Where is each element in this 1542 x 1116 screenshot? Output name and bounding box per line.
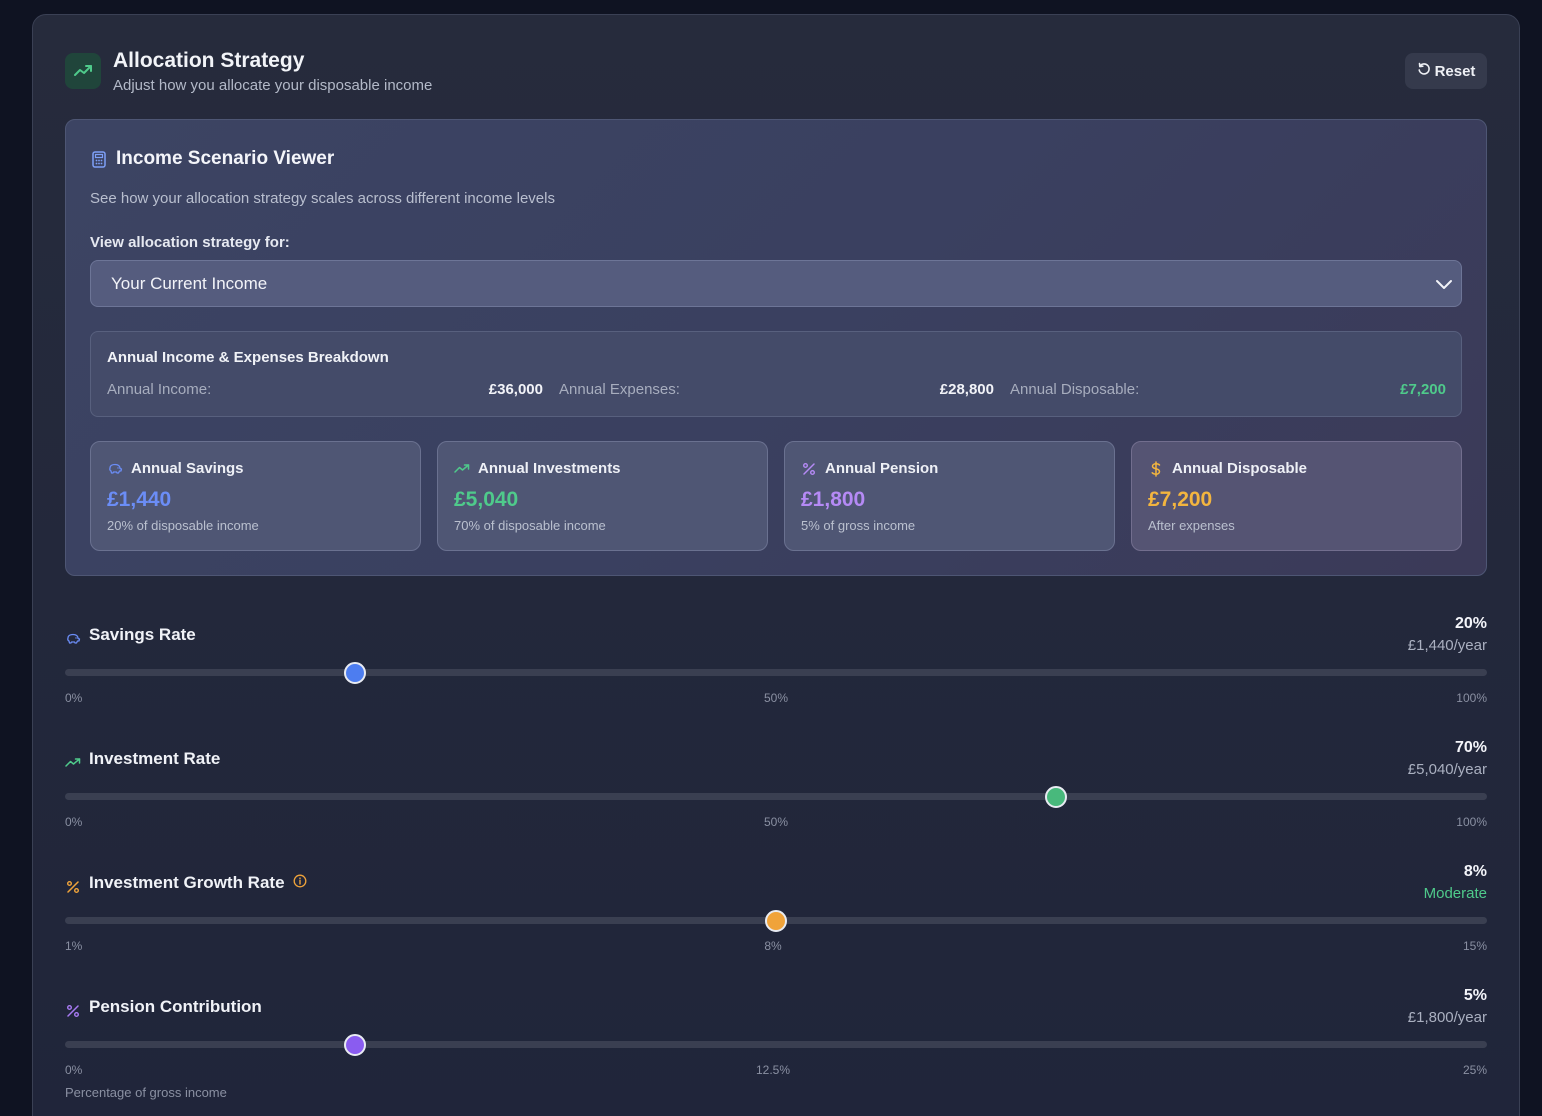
tick-max: 15%: [1462, 939, 1487, 953]
scenario-title: Income Scenario Viewer: [116, 148, 335, 169]
calculator-icon: [92, 151, 106, 173]
card-subtitle: After expenses: [1148, 518, 1235, 533]
slider-title-text: Savings Rate: [89, 625, 196, 644]
savings-rate-title: Savings Rate: [89, 625, 196, 645]
card-title: Annual Disposable: [1172, 460, 1308, 477]
tick-max: 100%: [1456, 815, 1487, 829]
tick-mid: 8%: [764, 939, 782, 953]
tick-mid: 12.5%: [755, 1063, 791, 1077]
dollar-icon: [1148, 461, 1164, 482]
tick-mid: 50%: [763, 691, 789, 705]
card-title: Annual Investments: [478, 460, 621, 477]
scenario-select-label: View allocation strategy for:: [90, 234, 290, 251]
annual-disposable-label: Annual Disposable:: [1010, 381, 1140, 398]
percent-icon: [801, 461, 817, 482]
annual-investments-card: Annual Investments £5,040 70% of disposa…: [437, 441, 768, 551]
tick-max: 25%: [1462, 1063, 1487, 1077]
investment-rate-thumb[interactable]: [1045, 786, 1068, 808]
tick-min: 1%: [65, 939, 83, 953]
pension-contribution-title: Pension Contribution: [89, 997, 262, 1017]
investment-rate-amount: £5,040/year: [1407, 761, 1487, 778]
piggy-bank-icon: [65, 631, 81, 652]
investment-rate-value: 70%: [1454, 739, 1487, 756]
annual-pension-card: Annual Pension £1,800 5% of gross income: [784, 441, 1115, 551]
card-subtitle: 70% of disposable income: [454, 518, 606, 533]
slider-title-text: Investment Growth Rate: [89, 873, 285, 892]
allocation-strategy-panel: Allocation Strategy Adjust how you alloc…: [32, 14, 1520, 1116]
card-value: £1,440: [107, 488, 172, 511]
annual-income-label: Annual Income:: [107, 381, 212, 398]
annual-savings-card: Annual Savings £1,440 20% of disposable …: [90, 441, 421, 551]
pension-contribution-value: 5%: [1463, 987, 1487, 1004]
annual-disposable-card: Annual Disposable £7,200 After expenses: [1131, 441, 1462, 551]
card-value: £7,200: [1148, 488, 1213, 511]
tick-mid: 50%: [763, 815, 789, 829]
card-subtitle: 5% of gross income: [801, 518, 916, 533]
investment-rate-slider-block: Investment Rate 70% £5,040/year 0% 50% 1…: [65, 739, 1487, 855]
percent-icon: [65, 879, 81, 900]
growth-rate-level: Moderate: [1423, 885, 1487, 902]
growth-rate-slider-block: Investment Growth Rate 8% Moderate 1% 8%…: [65, 863, 1487, 979]
page-subtitle: Adjust how you allocate your disposable …: [113, 77, 433, 94]
investment-rate-title: Investment Rate: [89, 749, 220, 769]
annual-expenses-value: £28,800: [939, 381, 994, 398]
tick-min: 0%: [65, 691, 83, 705]
reset-label: Reset: [1434, 62, 1476, 80]
savings-rate-slider-block: Savings Rate 20% £1,440/year 0% 50% 100%: [65, 615, 1487, 731]
card-value: £5,040: [454, 488, 519, 511]
slider-title-text: Pension Contribution: [89, 997, 262, 1016]
annual-disposable-value: £7,200: [1400, 381, 1446, 398]
card-subtitle: 20% of disposable income: [107, 518, 259, 533]
tick-max: 100%: [1456, 691, 1487, 705]
savings-rate-amount: £1,440/year: [1407, 637, 1487, 654]
pension-contribution-slider-block: Pension Contribution 5% £1,800/year 0% 1…: [65, 987, 1487, 1116]
slider-title-text: Investment Rate: [89, 749, 221, 768]
pension-contribution-track[interactable]: [65, 1041, 1487, 1048]
savings-rate-thumb[interactable]: [344, 662, 367, 684]
savings-rate-track[interactable]: [65, 669, 1487, 676]
card-value: £1,800: [801, 488, 866, 511]
pension-footnote: Percentage of gross income: [65, 1085, 227, 1100]
annual-expenses-label: Annual Expenses:: [559, 381, 680, 398]
growth-rate-thumb[interactable]: [765, 910, 787, 932]
card-title: Annual Savings: [131, 460, 244, 477]
trending-up-icon: [65, 755, 81, 776]
income-expenses-breakdown: Annual Income & Expenses Breakdown Annua…: [90, 331, 1462, 417]
scenario-description: See how your allocation strategy scales …: [90, 190, 555, 207]
trending-up-icon: [65, 53, 101, 89]
savings-rate-value: 20%: [1454, 615, 1487, 632]
pension-contribution-thumb[interactable]: [344, 1034, 367, 1056]
breakdown-title: Annual Income & Expenses Breakdown: [107, 349, 389, 366]
card-title: Annual Pension: [825, 460, 939, 477]
reset-icon: [1417, 62, 1431, 80]
piggy-bank-icon: [107, 461, 123, 482]
chevron-down-icon: [1433, 273, 1455, 300]
percent-icon: [65, 1003, 81, 1024]
page-title: Allocation Strategy: [113, 49, 305, 72]
panel-header: Allocation Strategy Adjust how you alloc…: [65, 49, 1487, 101]
reset-button[interactable]: Reset: [1405, 53, 1487, 89]
growth-rate-title: Investment Growth Rate: [89, 873, 307, 893]
tick-min: 0%: [65, 815, 83, 829]
tick-min: 0%: [65, 1063, 83, 1077]
selected-option: Your Current Income: [111, 273, 268, 293]
info-icon[interactable]: [293, 873, 307, 893]
pension-contribution-amount: £1,800/year: [1407, 1009, 1487, 1026]
trending-up-icon: [454, 461, 470, 482]
annual-income-value: £36,000: [488, 381, 543, 398]
income-scenario-viewer: Income Scenario Viewer See how your allo…: [65, 119, 1487, 576]
growth-rate-value: 8%: [1463, 863, 1487, 880]
investment-rate-track[interactable]: [65, 793, 1487, 800]
income-scenario-select[interactable]: Your Current Income: [90, 260, 1462, 307]
